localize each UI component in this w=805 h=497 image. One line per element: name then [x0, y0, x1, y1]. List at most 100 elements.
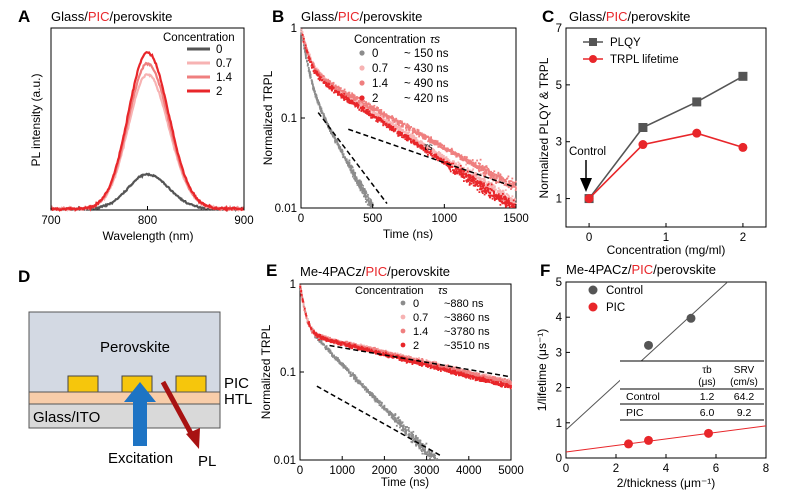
- panel-c-title: Glass/PIC/perovskite: [569, 9, 690, 24]
- panel-b-point: [487, 194, 490, 197]
- panel-b-point: [496, 191, 499, 194]
- panel-b-point: [512, 203, 515, 206]
- panel-b-point: [506, 196, 509, 199]
- panel-b-point: [412, 127, 414, 130]
- panel-b-point: [338, 93, 340, 96]
- panel-b-point: [383, 114, 385, 117]
- panel-b-point: [471, 180, 474, 183]
- panel-b-point: [502, 193, 504, 195]
- panel-b-point: [482, 186, 485, 189]
- excitation-label: Excitation: [108, 450, 173, 467]
- panel-b-point: [428, 137, 430, 139]
- panel-b-point: [483, 175, 485, 177]
- panel-b-point: [513, 204, 516, 207]
- panel-b-point: [386, 117, 389, 120]
- panel-b-point: [361, 103, 364, 106]
- panel-e-point: [332, 355, 334, 358]
- panel-b-point: [341, 153, 344, 156]
- panel-b-point: [407, 124, 409, 127]
- panel-b-point: [488, 169, 490, 172]
- panel-b-point: [367, 199, 369, 201]
- panel-b-point: [334, 140, 337, 142]
- panel-b-point: [507, 185, 510, 188]
- panel-e-point: [388, 411, 391, 414]
- panel-b-point: [493, 174, 495, 177]
- panel-b-point: [362, 109, 365, 112]
- panel-b-point: [398, 124, 400, 126]
- panel-e-point: [407, 427, 410, 429]
- panel-e-point: [383, 404, 386, 407]
- panel-b-legend-title: Concentration: [354, 34, 426, 46]
- panel-b-point: [479, 188, 482, 190]
- panel-e-point: [400, 422, 403, 425]
- panel-b-point: [512, 183, 515, 186]
- panel-b-point: [333, 91, 335, 94]
- panel-b-point: [312, 88, 315, 91]
- panel-b-point: [431, 151, 434, 154]
- panel-b-point: [477, 167, 480, 169]
- panel-b-point: [432, 157, 435, 159]
- panel-b-point: [407, 127, 410, 129]
- panel-a-title: Glass/PIC/perovskite: [51, 9, 172, 24]
- panel-b-point: [495, 173, 498, 176]
- panel-b-point: [391, 119, 394, 122]
- panel-b-point: [317, 70, 319, 73]
- panel-b-point: [492, 184, 495, 186]
- panel-b-point: [311, 60, 314, 63]
- panel-e-point: [429, 457, 431, 460]
- panel-c-ytick-label: 1: [556, 194, 562, 206]
- panel-b-point: [467, 169, 469, 172]
- panel-e-point: [489, 374, 492, 377]
- panel-b-point: [406, 131, 409, 134]
- panel-b-xtick-label: 500: [363, 213, 382, 225]
- panel-b-point: [332, 81, 335, 84]
- panel-b: B Glass/PIC/perovskite 0 500 1000 15000.010…: [261, 7, 529, 241]
- panel-b-point: [479, 180, 481, 183]
- panel-e-point: [378, 404, 381, 406]
- panel-b-legend-marker-0: [359, 50, 365, 56]
- panel-e-point: [408, 433, 410, 435]
- panel-b-point: [427, 154, 429, 156]
- panel-b-point: [490, 185, 493, 188]
- panel-b-point: [466, 156, 468, 159]
- panel-e-point: [352, 372, 354, 375]
- panel-e-point: [421, 450, 423, 452]
- panel-e-point: [427, 449, 430, 452]
- panel-b-point: [512, 185, 514, 187]
- panel-b-point: [481, 166, 484, 169]
- panel-e-point: [408, 434, 411, 437]
- panel-b-point: [362, 102, 365, 105]
- panel-b-point: [321, 112, 324, 114]
- panel-b-point: [393, 126, 396, 128]
- panel-b-point: [440, 146, 443, 148]
- panel-b-point: [320, 76, 322, 79]
- panel-b-point: [404, 138, 407, 140]
- panel-b-point: [340, 95, 343, 97]
- panel-b-point: [352, 98, 355, 100]
- panel-b-point: [370, 205, 373, 208]
- panel-b-point: [405, 125, 408, 128]
- panel-b-point: [400, 126, 402, 129]
- panel-b-point: [371, 203, 373, 206]
- panel-c-title-pic: PIC: [606, 9, 628, 24]
- panel-b-point: [311, 61, 314, 64]
- panel-b-point: [304, 52, 307, 55]
- panel-b-point: [316, 73, 319, 76]
- panel-b-point: [346, 99, 349, 101]
- panel-b-point: [478, 182, 481, 185]
- panel-b-point: [368, 204, 371, 207]
- panel-b-point: [453, 160, 455, 163]
- panel-b-point: [433, 149, 435, 151]
- panel-b-point: [446, 159, 449, 162]
- panel-b-point: [417, 129, 420, 132]
- panel-b-point: [510, 187, 513, 189]
- panel-e-point: [338, 362, 341, 365]
- panel-b-point: [484, 183, 486, 186]
- panel-b-series-2: [301, 34, 517, 208]
- panel-b-point: [368, 200, 371, 203]
- panel-b-point: [418, 145, 420, 148]
- panel-b-point: [500, 194, 503, 197]
- panel-b-point: [367, 102, 370, 105]
- panel-e-point: [422, 449, 425, 452]
